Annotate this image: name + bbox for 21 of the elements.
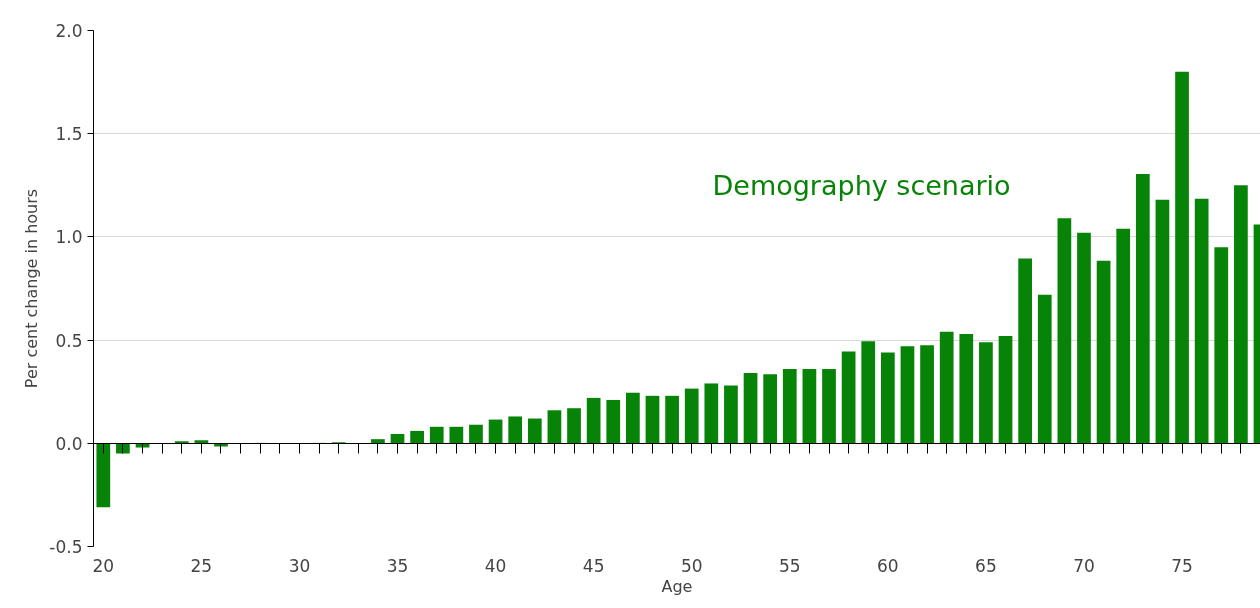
x-tick-label: 40 xyxy=(484,555,507,576)
x-tick-label: 60 xyxy=(877,555,899,576)
x-axis-title: Age xyxy=(661,576,693,596)
x-tick-label: 70 xyxy=(1073,555,1095,576)
x-tick-label: 65 xyxy=(975,555,997,576)
y-tick-label: 0.5 xyxy=(55,330,83,351)
y-tick-label: -0.5 xyxy=(49,537,83,557)
y-tick-label: 1.5 xyxy=(55,124,83,145)
x-tick-label: 50 xyxy=(680,555,703,576)
y-axis-title: Per cent change in hours xyxy=(22,188,42,389)
x-tick-label: 25 xyxy=(190,555,213,576)
x-tick-label: 55 xyxy=(778,555,801,576)
y-tick-label: 0.0 xyxy=(55,433,83,454)
x-tick-label: 20 xyxy=(92,555,115,576)
x-tick-label: 35 xyxy=(386,555,409,576)
x-tick-label: 75 xyxy=(1171,555,1193,576)
series-label: Demography scenario xyxy=(712,169,1011,201)
x-tick-label: 45 xyxy=(582,555,605,576)
y-tick-label: 1.0 xyxy=(55,227,83,248)
x-tick-label: 30 xyxy=(288,555,311,576)
y-tick-label: 2.0 xyxy=(55,21,83,41)
